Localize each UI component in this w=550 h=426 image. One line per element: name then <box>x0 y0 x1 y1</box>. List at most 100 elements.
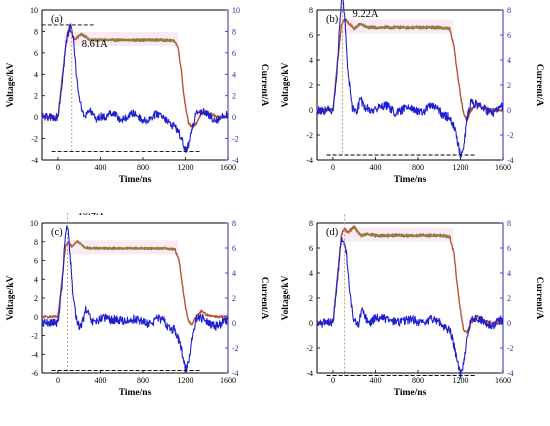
voltage-flat-segment <box>78 32 176 44</box>
y2-tick-label: 4 <box>232 269 236 278</box>
y2-tick-label: 6 <box>507 244 511 253</box>
y-tick-label: 0 <box>34 313 38 322</box>
y2-tick-label: -2 <box>507 131 514 140</box>
x-tick-label: 1200 <box>452 376 468 385</box>
y2-tick-label: 6 <box>232 49 236 58</box>
y-tick-label: 2 <box>309 81 313 90</box>
y-tick-label: -4 <box>31 350 38 359</box>
y2-tick-label: 4 <box>232 70 236 79</box>
y2-tick-label: 0 <box>232 319 236 328</box>
x-tick-label: 400 <box>369 376 381 385</box>
x-tick-label: 1600 <box>495 163 511 172</box>
y2-tick-label: 2 <box>507 294 511 303</box>
y2-axis-label: Current/A <box>259 64 269 107</box>
x-tick-label: 1600 <box>220 376 236 385</box>
y2-tick-label: 2 <box>507 81 511 90</box>
y-tick-label: 6 <box>34 49 38 58</box>
y-tick-label: 8 <box>34 27 38 36</box>
x-tick-label: 0 <box>331 376 335 385</box>
y-tick-label: -6 <box>31 369 38 378</box>
y2-tick-label: -4 <box>507 156 514 165</box>
y2-axis-label: Current/A <box>534 277 544 320</box>
y2-tick-label: -2 <box>507 344 514 353</box>
x-axis-label: Time/ns <box>119 388 152 398</box>
y-tick-label: 0 <box>309 106 313 115</box>
y-tick-label: -4 <box>306 156 313 165</box>
y-tick-label: 10 <box>30 6 38 15</box>
y-axis-label: Voltage/kV <box>281 275 291 320</box>
y-tick-label: -2 <box>306 344 313 353</box>
y-tick-label: 6 <box>309 31 313 40</box>
y2-tick-label: 0 <box>232 113 236 122</box>
y-tick-label: 4 <box>34 275 38 284</box>
y-tick-label: 4 <box>309 56 313 65</box>
chart-d: 0 400 800 1200 1600-4-202468-4-202468Time/ns… <box>281 213 544 398</box>
x-tick-label: 1200 <box>452 163 468 172</box>
x-tick-label: 0 <box>331 163 335 172</box>
x-tick-label: 800 <box>412 376 424 385</box>
x-tick-label: 1600 <box>220 163 236 172</box>
y-tick-label: 10 <box>30 219 38 228</box>
panel-label: (a) <box>51 14 63 25</box>
y-tick-label: 6 <box>34 257 38 266</box>
y2-tick-label: 10 <box>232 6 240 15</box>
y-tick-label: -2 <box>31 332 38 341</box>
x-tick-label: 400 <box>94 163 106 172</box>
x-axis-label: Time/ns <box>394 388 427 398</box>
current-series-line <box>41 23 229 154</box>
y2-tick-label: -4 <box>232 156 239 165</box>
x-tick-label: 0 <box>56 163 60 172</box>
y-tick-label: 4 <box>309 269 313 278</box>
x-tick-label: 0 <box>56 376 60 385</box>
y-tick-label: -2 <box>31 135 38 144</box>
y2-tick-label: 8 <box>232 27 236 36</box>
x-axis-label: Time/ns <box>394 175 427 185</box>
peak-current-annotation: 8.61A <box>82 39 108 50</box>
voltage-flat-segment <box>353 23 451 31</box>
y-axis-label: Voltage/kV <box>6 62 16 107</box>
y2-tick-label: 0 <box>507 319 511 328</box>
x-tick-label: 400 <box>94 376 106 385</box>
voltage-flat-segment <box>78 242 176 251</box>
y2-tick-label: -2 <box>232 135 239 144</box>
y2-tick-label: 8 <box>507 219 511 228</box>
y-tick-label: 4 <box>34 70 38 79</box>
y2-tick-label: 2 <box>232 294 236 303</box>
x-tick-label: 1600 <box>495 376 511 385</box>
y2-tick-label: 8 <box>232 219 236 228</box>
x-tick-label: 800 <box>137 376 149 385</box>
y-tick-label: -2 <box>306 131 313 140</box>
y-tick-label: 2 <box>34 294 38 303</box>
y-tick-label: 8 <box>309 219 313 228</box>
current-series-line <box>316 0 504 159</box>
y-tick-label: 6 <box>309 244 313 253</box>
y-tick-label: 0 <box>34 113 38 122</box>
panel-label: (c) <box>51 227 63 238</box>
y2-axis-label: Current/A <box>259 277 269 320</box>
y2-tick-label: 0 <box>507 106 511 115</box>
y2-tick-label: 6 <box>507 31 511 40</box>
y2-tick-label: 2 <box>232 92 236 101</box>
peak-current-annotation: 10.4A <box>78 213 104 218</box>
y2-tick-label: -4 <box>232 369 239 378</box>
y-tick-label: -4 <box>306 369 313 378</box>
current-series-line <box>41 225 229 374</box>
x-tick-label: 1200 <box>177 163 193 172</box>
y2-tick-label: -4 <box>507 369 514 378</box>
y-tick-label: 2 <box>34 92 38 101</box>
x-tick-label: 400 <box>369 163 381 172</box>
y2-tick-label: 6 <box>232 244 236 253</box>
y-tick-label: 2 <box>309 294 313 303</box>
y2-tick-label: -2 <box>232 344 239 353</box>
x-tick-label: 800 <box>137 163 149 172</box>
y-axis-label: Voltage/kV <box>281 62 291 107</box>
voltage-flat-segment <box>353 225 451 239</box>
current-series-line <box>316 236 504 379</box>
chart-c: 0 400 800 1200 1600 -6 -4 -2 0 2 4 6 8 10 -4 -2 0 2 4 6 8 Tim… <box>6 213 269 398</box>
y-tick-label: 8 <box>309 6 313 15</box>
peak-current-annotation: 9.22A <box>353 9 379 20</box>
y-tick-label: -4 <box>31 156 38 165</box>
x-tick-label: 800 <box>412 163 424 172</box>
y2-tick-label: 8 <box>507 6 511 15</box>
x-tick-label: 1200 <box>177 376 193 385</box>
